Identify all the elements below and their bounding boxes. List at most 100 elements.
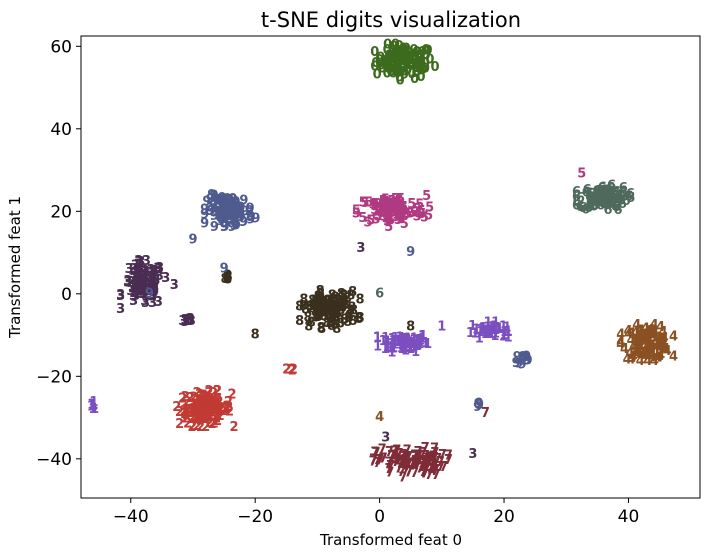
- digit-point-7: 7: [421, 454, 430, 469]
- digit-point-8: 8: [317, 304, 326, 319]
- digit-point-2: 2: [225, 405, 234, 420]
- digit-point-4: 4: [650, 327, 659, 342]
- digit-point-5: 5: [383, 215, 392, 230]
- digit-point-2: 2: [194, 394, 203, 409]
- digit-point-2: 2: [205, 407, 214, 422]
- digit-point-4: 4: [663, 344, 672, 359]
- digit-point-4: 4: [638, 330, 647, 345]
- digit-point-2: 2: [208, 396, 217, 411]
- digit-point-9: 9: [230, 209, 239, 224]
- digit-point-9: 9: [220, 216, 229, 231]
- digit-point-1: 1: [89, 398, 98, 413]
- digit-point-6: 6: [584, 201, 593, 216]
- digit-point-8: 8: [316, 284, 325, 299]
- digit-point-4: 4: [647, 339, 656, 354]
- digit-point-8: 8: [317, 296, 326, 311]
- digit-point-0: 0: [387, 49, 396, 64]
- digit-point-6: 6: [612, 185, 621, 200]
- digit-point-6: 6: [586, 194, 595, 209]
- digit-point-2: 2: [200, 412, 209, 427]
- digit-point-1: 1: [373, 340, 382, 355]
- digit-point-8: 8: [320, 310, 329, 325]
- digit-point-1: 1: [490, 329, 499, 344]
- digit-point-1: 1: [381, 331, 390, 346]
- digit-point-2: 2: [216, 409, 225, 424]
- digit-point-7: 7: [378, 452, 387, 467]
- digit-point-2: 2: [210, 416, 219, 431]
- digit-point-2: 2: [205, 410, 214, 425]
- digit-point-7: 7: [392, 452, 401, 467]
- digit-point-5: 5: [393, 197, 402, 212]
- digit-point-0: 0: [404, 49, 413, 64]
- digit-point-9: 9: [239, 215, 248, 230]
- digit-point-9: 9: [206, 192, 215, 207]
- digit-point-0: 0: [414, 57, 423, 72]
- digit-point-1: 1: [479, 321, 488, 336]
- digit-point-0: 0: [394, 53, 403, 68]
- digit-point-0: 0: [394, 65, 403, 80]
- digit-point-6: 6: [624, 189, 633, 204]
- digit-point-5: 5: [401, 208, 410, 223]
- digit-point-2: 2: [189, 410, 198, 425]
- digit-point-5: 5: [396, 209, 405, 224]
- digit-point-6: 6: [591, 192, 600, 207]
- digit-point-0: 0: [412, 61, 421, 76]
- digit-point-2: 2: [205, 395, 214, 410]
- digit-point-2: 2: [195, 410, 204, 425]
- x-axis: −40 −20 0 20 40: [113, 498, 639, 527]
- digit-point-7: 7: [398, 455, 407, 470]
- digit-point-0: 0: [416, 70, 425, 85]
- digit-point-1: 1: [470, 326, 479, 341]
- digit-point-0: 0: [399, 42, 408, 57]
- digit-point-0: 0: [389, 40, 398, 55]
- digit-point-6: 6: [588, 187, 597, 202]
- digit-point-7: 7: [409, 456, 418, 471]
- digit-point-3: 3: [129, 262, 138, 277]
- digit-point-0: 0: [397, 54, 406, 69]
- digit-point-9: 9: [232, 203, 241, 218]
- digit-point-0: 0: [421, 62, 430, 77]
- digit-point-4: 4: [651, 336, 660, 351]
- digit-point-8: 8: [328, 312, 337, 327]
- digit-point-9: 9: [228, 192, 237, 207]
- digit-point-2: 2: [204, 405, 213, 420]
- digit-point-5: 5: [413, 202, 422, 217]
- digit-point-5: 5: [386, 214, 395, 229]
- digit-point-3: 3: [140, 294, 149, 309]
- digit-point-2: 2: [178, 392, 187, 407]
- digit-point-3: 3: [138, 287, 147, 302]
- digit-point-3: 3: [138, 284, 147, 299]
- digit-point-4: 4: [643, 354, 652, 369]
- digit-point-9: 9: [227, 204, 236, 219]
- digit-point-7: 7: [370, 446, 379, 461]
- digit-point-9: 9: [223, 207, 232, 222]
- digit-point-2: 2: [192, 406, 201, 421]
- digit-point-6: 6: [586, 195, 595, 210]
- digit-point-5: 5: [386, 202, 395, 217]
- digit-point-6: 6: [586, 197, 595, 212]
- digit-point-3: 3: [139, 273, 148, 288]
- digit-point-7: 7: [410, 449, 419, 464]
- digit-point-2: 2: [175, 417, 184, 432]
- digit-point-1: 1: [499, 320, 508, 335]
- digit-point-1: 1: [466, 326, 475, 341]
- digit-point-9: 9: [246, 201, 255, 216]
- digit-point-9: 9: [474, 397, 483, 412]
- digit-point-4: 4: [632, 345, 641, 360]
- digit-point-5: 5: [391, 205, 400, 220]
- digit-point-3: 3: [139, 283, 148, 298]
- digit-point-8: 8: [316, 286, 325, 301]
- digit-point-5: 5: [417, 204, 426, 219]
- digit-point-0: 0: [421, 43, 430, 58]
- digit-point-8: 8: [338, 299, 347, 314]
- digit-point-7: 7: [378, 442, 387, 457]
- digit-point-8: 8: [295, 314, 304, 329]
- digit-point-4: 4: [642, 347, 651, 362]
- digit-point-0: 0: [415, 61, 424, 76]
- digit-point-4: 4: [640, 340, 649, 355]
- digit-point-6: 6: [599, 197, 608, 212]
- digit-point-2: 2: [210, 405, 219, 420]
- digit-point-3: 3: [155, 261, 164, 276]
- digit-point-3: 3: [137, 278, 146, 293]
- digit-point-1: 1: [478, 322, 487, 337]
